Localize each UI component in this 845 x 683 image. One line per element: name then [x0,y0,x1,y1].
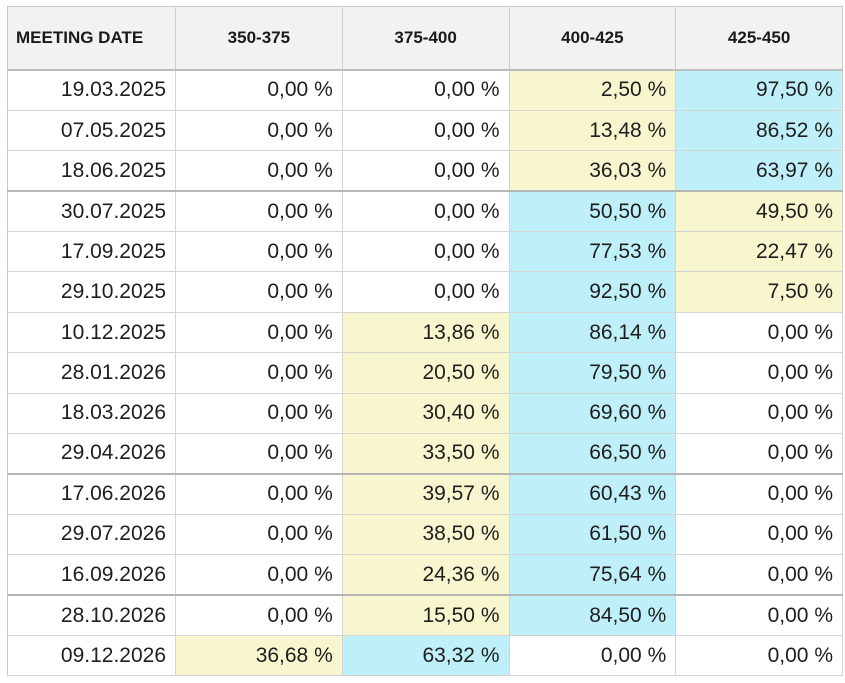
table-row: 29.04.2026 0,00 % 33,50 % 66,50 % 0,00 % [7,433,843,475]
table-header: MEETING DATE 350-375 375-400 400-425 425… [7,6,843,71]
probability-cell: 86,14 % [509,312,677,354]
table-row: 29.07.2026 0,00 % 38,50 % 61,50 % 0,00 % [7,514,843,556]
table-row: 10.12.2025 0,00 % 13,86 % 86,14 % 0,00 % [7,312,843,354]
probability-cell: 75,64 % [509,554,677,596]
probability-cell: 20,50 % [342,352,510,394]
probability-cell: 24,36 % [342,554,510,596]
meeting-date-cell: 28.01.2026 [7,352,176,394]
meeting-date-cell: 28.10.2026 [7,594,176,636]
table-body: 19.03.2025 0,00 % 0,00 % 2,50 % 97,50 % 07.05… [7,70,843,677]
probability-cell: 0,00 % [175,70,343,111]
probability-cell: 49,50 % [675,190,843,233]
probability-cell: 0,00 % [675,393,843,435]
table-row: 07.05.2025 0,00 % 0,00 % 13,48 % 86,52 % [7,110,843,152]
table-row: 18.03.2026 0,00 % 30,40 % 69,60 % 0,00 % [7,393,843,435]
probability-cell: 15,50 % [342,594,510,636]
probability-cell: 0,00 % [175,472,343,515]
probability-cell: 84,50 % [509,594,677,636]
header-range-400-425[interactable]: 400-425 [509,6,677,71]
probability-cell: 0,00 % [175,393,343,435]
table-row: 29.10.2025 0,00 % 0,00 % 92,50 % 7,50 % [7,271,843,313]
probability-cell: 0,00 % [175,190,343,233]
probability-cell: 0,00 % [342,231,510,273]
probability-cell: 0,00 % [175,110,343,152]
probability-cell: 13,86 % [342,312,510,354]
probability-cell: 0,00 % [175,312,343,354]
meeting-date-cell: 30.07.2025 [7,190,176,233]
probability-cell: 92,50 % [509,271,677,313]
table-row: 18.06.2025 0,00 % 0,00 % 36,03 % 63,97 % [7,150,843,192]
probability-cell: 50,50 % [509,190,677,233]
header-range-350-375[interactable]: 350-375 [175,6,343,71]
probability-cell: 0,00 % [509,635,677,677]
probability-cell: 39,57 % [342,472,510,515]
header-range-425-450[interactable]: 425-450 [675,6,843,71]
probability-cell: 33,50 % [342,433,510,475]
table-row: 28.10.2026 0,00 % 15,50 % 84,50 % 0,00 % [7,594,843,636]
probability-cell: 0,00 % [342,150,510,192]
probability-cell: 0,00 % [175,514,343,556]
meeting-date-cell: 09.12.2026 [7,635,176,677]
probability-cell: 13,48 % [509,110,677,152]
probability-cell: 0,00 % [675,472,843,515]
probability-cell: 66,50 % [509,433,677,475]
meeting-date-cell: 10.12.2025 [7,312,176,354]
meeting-date-cell: 17.06.2026 [7,472,176,515]
probability-cell: 0,00 % [342,70,510,111]
probability-cell: 69,60 % [509,393,677,435]
probability-cell: 79,50 % [509,352,677,394]
header-range-375-400[interactable]: 375-400 [342,6,510,71]
meeting-date-cell: 16.09.2026 [7,554,176,596]
probability-cell: 0,00 % [175,231,343,273]
table-row: 30.07.2025 0,00 % 0,00 % 50,50 % 49,50 % [7,190,843,233]
table-row: 09.12.2026 36,68 % 63,32 % 0,00 % 0,00 % [7,635,843,677]
meeting-date-cell: 29.04.2026 [7,433,176,475]
probability-cell: 38,50 % [342,514,510,556]
meeting-date-cell: 29.10.2025 [7,271,176,313]
probability-cell: 0,00 % [675,312,843,354]
probability-cell: 0,00 % [342,190,510,233]
probability-cell: 7,50 % [675,271,843,313]
probability-cell: 0,00 % [675,433,843,475]
probability-cell: 0,00 % [675,554,843,596]
probability-cell: 97,50 % [675,70,843,111]
meeting-date-cell: 17.09.2025 [7,231,176,273]
table-row: 16.09.2026 0,00 % 24,36 % 75,64 % 0,00 % [7,554,843,596]
probability-cell: 0,00 % [175,594,343,636]
probability-cell: 0,00 % [675,352,843,394]
meeting-date-cell: 18.03.2026 [7,393,176,435]
probability-cell: 2,50 % [509,70,677,111]
probability-cell: 86,52 % [675,110,843,152]
header-meeting-date[interactable]: MEETING DATE [7,6,176,71]
probability-cell: 36,03 % [509,150,677,192]
probability-cell: 0,00 % [175,433,343,475]
probability-cell: 0,00 % [342,110,510,152]
table-row: 19.03.2025 0,00 % 0,00 % 2,50 % 97,50 % [7,70,843,111]
meeting-date-cell: 07.05.2025 [7,110,176,152]
probability-cell: 0,00 % [175,271,343,313]
header-row: MEETING DATE 350-375 375-400 400-425 425… [7,6,843,71]
table-row: 28.01.2026 0,00 % 20,50 % 79,50 % 0,00 % [7,352,843,394]
probability-cell: 0,00 % [675,514,843,556]
probability-cell: 22,47 % [675,231,843,273]
meeting-date-cell: 18.06.2025 [7,150,176,192]
probability-cell: 30,40 % [342,393,510,435]
probability-cell: 63,32 % [342,635,510,677]
probability-cell: 0,00 % [342,271,510,313]
probabilities-table: MEETING DATE 350-375 375-400 400-425 425… [7,6,843,677]
probability-cell: 77,53 % [509,231,677,273]
probability-cell: 60,43 % [509,472,677,515]
probability-cell: 63,97 % [675,150,843,192]
probability-cell: 61,50 % [509,514,677,556]
meeting-date-cell: 29.07.2026 [7,514,176,556]
probability-cell: 36,68 % [175,635,343,677]
table-row: 17.09.2025 0,00 % 0,00 % 77,53 % 22,47 % [7,231,843,273]
meeting-date-cell: 19.03.2025 [7,70,176,111]
probability-cell: 0,00 % [175,554,343,596]
probability-cell: 0,00 % [175,352,343,394]
probability-cell: 0,00 % [675,635,843,677]
probability-cell: 0,00 % [175,150,343,192]
table-row: 17.06.2026 0,00 % 39,57 % 60,43 % 0,00 % [7,472,843,515]
probability-cell: 0,00 % [675,594,843,636]
